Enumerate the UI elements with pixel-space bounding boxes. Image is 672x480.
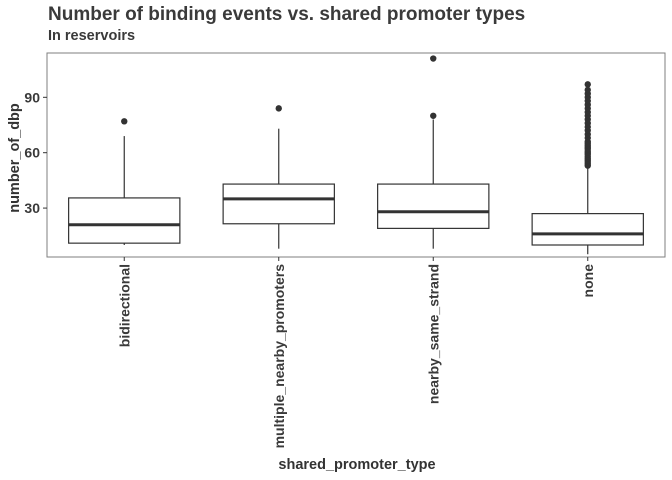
y-tick-label: 90 [24, 89, 40, 105]
x-tick-label: nearby_same_strand [425, 264, 441, 404]
y-tick-label: 60 [24, 145, 40, 161]
plot-panel-border [46, 52, 666, 258]
outlier-point [430, 112, 437, 119]
box-nearby_same_strand [377, 183, 490, 229]
box-none [531, 213, 644, 246]
x-tick-label: none [580, 264, 596, 298]
outlier-point [275, 105, 282, 112]
box-bidirectional [68, 197, 181, 244]
box-multiple_nearby_promoters [222, 183, 335, 225]
x-tick-label: multiple_nearby_promoters [271, 264, 287, 449]
x-axis-title: shared_promoter_type [278, 457, 435, 473]
y-axis-title: number_of_dbp [7, 103, 23, 213]
x-tick-label: bidirectional [116, 264, 132, 347]
y-tick-label: 30 [24, 200, 40, 216]
outlier-point [121, 118, 128, 125]
chart-title: Number of binding events vs. shared prom… [48, 4, 526, 25]
chart-subtitle: In reservoirs [48, 28, 136, 44]
outlier-point [584, 81, 591, 88]
outlier-point [584, 86, 591, 94]
outlier-point [430, 55, 437, 62]
